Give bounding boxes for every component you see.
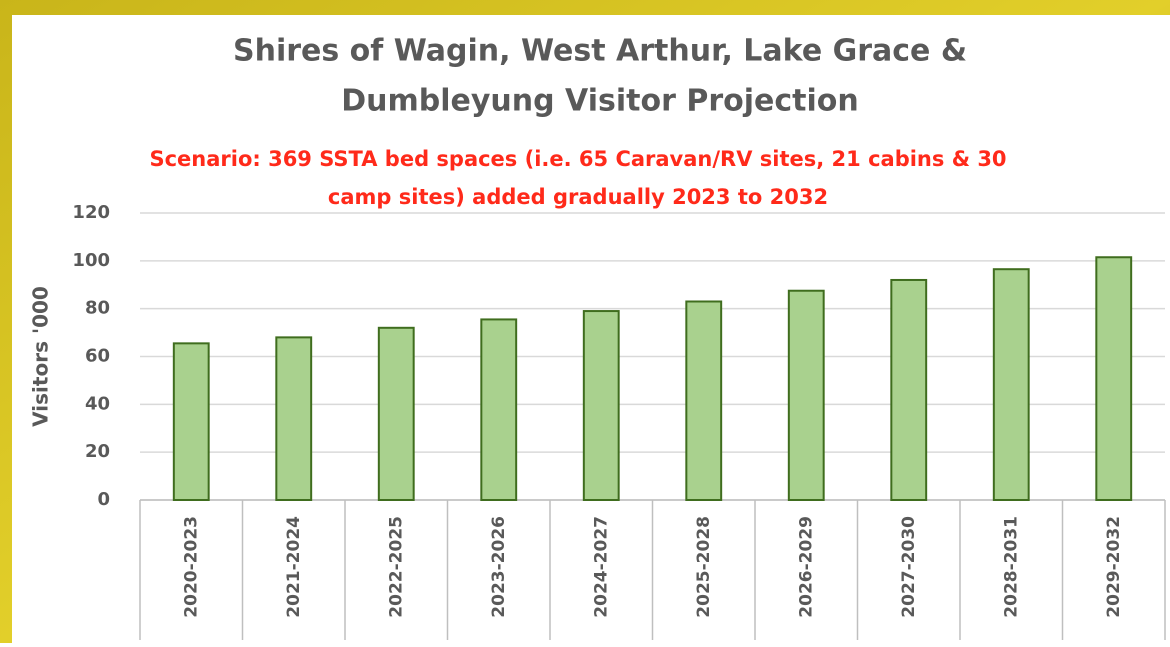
bar xyxy=(685,300,723,501)
chart-subtitle: camp sites) added gradually 2023 to 2032 xyxy=(328,185,828,209)
chart-title: Shires of Wagin, West Arthur, Lake Grace… xyxy=(233,34,967,69)
chart-subtitle: Scenario: 369 SSTA bed spaces (i.e. 65 C… xyxy=(149,147,1006,171)
x-tick-label: 2021-2024 xyxy=(284,516,304,618)
x-tick-label: 2025-2028 xyxy=(694,516,714,618)
chart-title: Dumbleyung Visitor Projection xyxy=(341,84,859,119)
x-tick-label: 2023-2026 xyxy=(489,516,509,618)
y-tick-label: 20 xyxy=(85,441,110,462)
x-tick-label: 2027-2030 xyxy=(899,516,919,618)
y-tick-label: 80 xyxy=(85,298,110,319)
bar xyxy=(275,336,313,501)
x-tick-label: 2020-2023 xyxy=(181,516,201,618)
bar xyxy=(377,326,415,501)
y-axis-label: Visitors '000 xyxy=(29,286,53,427)
bar xyxy=(992,268,1030,501)
x-tick-label: 2026-2029 xyxy=(796,516,816,618)
y-tick-label: 60 xyxy=(85,346,110,367)
y-tick-label: 40 xyxy=(85,393,110,414)
bar xyxy=(890,278,928,502)
x-tick-label: 2028-2031 xyxy=(1001,516,1021,618)
bar xyxy=(172,342,210,501)
y-tick-label: 100 xyxy=(72,250,110,271)
bar xyxy=(1095,256,1133,501)
x-tick-label: 2022-2025 xyxy=(386,516,406,618)
bar xyxy=(480,318,518,501)
x-tick-label: 2024-2027 xyxy=(591,516,611,618)
x-tick-label: 2029-2032 xyxy=(1104,516,1124,618)
bar xyxy=(582,310,620,501)
y-tick-label: 120 xyxy=(72,202,110,223)
y-tick-label: 0 xyxy=(97,489,110,510)
bar xyxy=(787,289,825,501)
